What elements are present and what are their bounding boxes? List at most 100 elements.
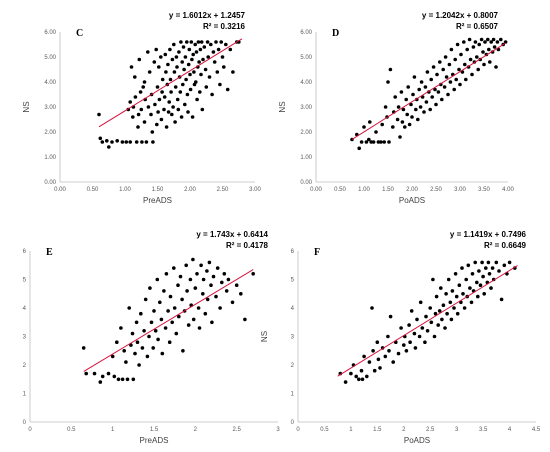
data-point — [207, 75, 212, 79]
data-point — [174, 331, 179, 336]
data-point — [425, 329, 430, 333]
data-point — [370, 306, 374, 310]
data-point — [484, 266, 488, 270]
data-point — [480, 260, 484, 265]
data-point — [135, 340, 140, 345]
data-point — [391, 125, 395, 129]
data-point — [499, 297, 504, 302]
y-tick-label: 2.00 — [44, 130, 56, 136]
data-point — [174, 55, 179, 59]
data-point — [482, 62, 486, 67]
data-point — [365, 374, 369, 379]
data-point — [486, 260, 491, 265]
data-point — [151, 140, 155, 144]
data-point — [157, 65, 161, 69]
data-point — [192, 70, 196, 74]
data-point — [432, 334, 437, 339]
data-point — [382, 140, 387, 144]
data-point — [195, 272, 199, 276]
data-point — [100, 374, 105, 379]
data-point — [416, 117, 420, 122]
data-point — [198, 47, 203, 52]
data-point — [450, 289, 455, 293]
y-tick-label: 6.00 — [44, 30, 56, 36]
data-point — [491, 37, 496, 42]
data-point — [443, 55, 448, 59]
data-point — [424, 100, 429, 104]
data-point — [92, 371, 97, 376]
data-point — [163, 326, 168, 330]
x-tick-label: 1 — [111, 427, 115, 433]
data-point — [204, 85, 209, 89]
data-point — [225, 87, 230, 92]
data-point — [220, 55, 225, 59]
x-tick-label: 4.00 — [502, 187, 514, 193]
trendline — [98, 38, 243, 128]
data-point — [98, 380, 103, 384]
data-point — [434, 294, 439, 299]
data-point — [459, 52, 463, 57]
data-point — [477, 269, 481, 273]
data-point — [110, 354, 115, 359]
data-point — [151, 346, 155, 350]
data-point — [481, 274, 485, 279]
data-point — [193, 42, 197, 47]
data-point — [173, 120, 177, 124]
data-point — [372, 368, 377, 373]
x-axis-title: PoADS — [399, 196, 425, 205]
data-point — [146, 105, 151, 109]
data-point — [458, 82, 462, 87]
data-point — [364, 140, 369, 144]
data-point — [441, 67, 446, 72]
data-point — [203, 67, 208, 72]
y-tick-label: 3 — [291, 335, 295, 341]
data-point — [497, 269, 501, 273]
x-tick-label: 1.50 — [152, 187, 164, 193]
data-point — [210, 92, 214, 97]
data-point — [124, 140, 129, 144]
panel-letter: C — [76, 28, 83, 39]
data-point — [142, 80, 147, 84]
data-point — [436, 323, 441, 327]
data-point — [136, 125, 140, 129]
data-point — [412, 331, 417, 336]
data-point — [100, 140, 105, 144]
data-point — [207, 260, 212, 265]
data-point — [210, 320, 214, 325]
data-point — [442, 85, 447, 89]
x-tick-label: 3.5 — [479, 427, 488, 433]
data-point — [476, 294, 480, 299]
data-point — [231, 70, 235, 74]
data-point — [120, 377, 125, 382]
data-point — [147, 334, 151, 339]
data-point — [507, 260, 512, 265]
data-point — [343, 380, 348, 384]
data-point — [418, 105, 423, 109]
data-point — [84, 371, 88, 376]
data-point — [216, 47, 221, 52]
data-point — [158, 300, 162, 305]
data-point — [170, 320, 174, 325]
data-point — [419, 80, 424, 84]
x-tick-label: 0.50 — [334, 187, 346, 193]
data-point — [226, 277, 231, 282]
y-tick-label: 2 — [23, 363, 27, 369]
data-point — [371, 349, 375, 353]
data-point — [156, 337, 160, 342]
data-point — [414, 107, 418, 112]
data-point — [201, 57, 205, 62]
data-point — [453, 272, 458, 276]
data-point — [97, 112, 101, 117]
data-point — [468, 286, 472, 290]
data-point — [176, 283, 180, 288]
data-point — [349, 371, 353, 376]
y-tick-label: 0 — [291, 420, 295, 426]
data-point — [163, 52, 168, 57]
x-tick-label: 0 — [28, 427, 32, 433]
data-point — [199, 40, 204, 44]
data-point — [464, 277, 469, 282]
data-point — [172, 70, 177, 74]
data-point — [479, 37, 484, 42]
data-point — [437, 309, 442, 313]
